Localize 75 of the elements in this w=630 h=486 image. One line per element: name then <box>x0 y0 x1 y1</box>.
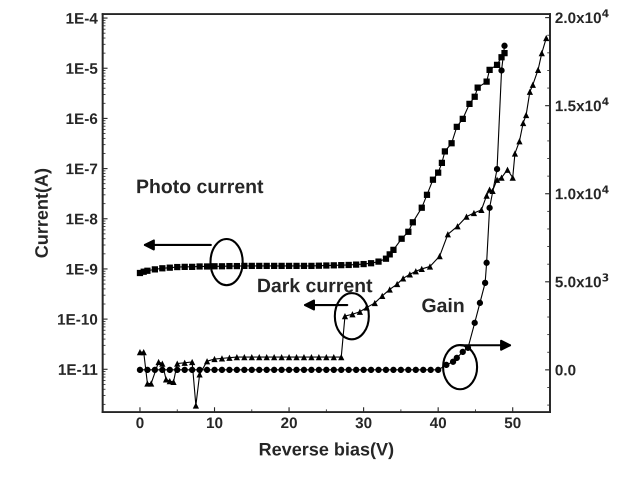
point <box>483 78 490 85</box>
point <box>182 264 188 270</box>
point <box>346 262 352 268</box>
point <box>300 262 308 270</box>
point <box>211 263 218 270</box>
point <box>472 94 478 100</box>
y-tick-label: 1E-8 <box>66 214 98 224</box>
x-axis-title: Reverse bias(V) <box>260 442 394 460</box>
y-tick-label: 1E-9 <box>66 264 98 275</box>
point <box>368 260 374 266</box>
point <box>466 100 473 107</box>
y-tick-label: 1E-6 <box>66 113 98 124</box>
point <box>278 262 285 270</box>
x-tick-label: 40 <box>430 417 446 428</box>
point <box>410 219 416 226</box>
x-tick-label: 30 <box>355 417 372 428</box>
point <box>460 116 466 122</box>
point <box>234 262 240 270</box>
y-tick-label: 1E-4 <box>66 13 98 24</box>
point <box>166 264 173 271</box>
point <box>248 262 255 270</box>
point <box>256 262 262 270</box>
point <box>486 66 493 73</box>
y2-tick-label: 1.5x10$^{4}$ <box>556 97 609 112</box>
y2-tick-label: 0.0 <box>555 364 576 376</box>
point <box>353 261 360 268</box>
y-tick-label: 1E-11 <box>58 364 98 375</box>
y-tick-label: 1E-7 <box>66 164 98 174</box>
point <box>226 262 233 270</box>
point <box>196 263 203 270</box>
x-tick-label: 0 <box>136 417 144 428</box>
point <box>390 246 397 253</box>
point <box>323 262 330 269</box>
point <box>204 263 210 270</box>
y-tick-label: 1E-10 <box>58 314 98 325</box>
point <box>241 262 248 270</box>
point <box>360 260 367 268</box>
x-tick-label: 10 <box>206 417 222 428</box>
x-tick-label: 20 <box>281 417 297 428</box>
point <box>438 160 446 166</box>
annotation: Dark current <box>258 278 372 292</box>
point <box>338 262 344 268</box>
point <box>271 262 278 270</box>
point <box>316 262 322 269</box>
point <box>264 262 270 270</box>
point <box>286 262 292 270</box>
point <box>494 62 500 68</box>
point <box>218 263 226 270</box>
point <box>398 236 405 242</box>
point <box>174 264 180 270</box>
y2-tick-label: 5.0x10$^{3}$ <box>555 273 608 288</box>
point <box>418 204 425 211</box>
point <box>159 265 166 272</box>
point <box>435 170 442 176</box>
point <box>293 262 300 270</box>
annotation: Photo current <box>137 178 264 194</box>
y2-tick-label: 2.0x10$^{4}$ <box>555 9 609 24</box>
point <box>189 264 196 270</box>
point <box>308 262 315 270</box>
y-tick-label: 1E-5 <box>66 63 98 74</box>
point <box>330 262 337 268</box>
annotation: Gain <box>422 298 464 312</box>
x-tick-label: 50 <box>504 417 521 428</box>
point <box>405 228 412 235</box>
point <box>152 266 158 273</box>
point <box>442 148 448 155</box>
point <box>424 192 430 198</box>
point <box>430 176 436 183</box>
point <box>448 140 455 146</box>
point <box>454 124 460 130</box>
point <box>144 268 151 274</box>
y2-tick-label: 1.0x10$^{4}$ <box>556 186 609 200</box>
point <box>375 258 382 265</box>
point <box>474 84 481 91</box>
y-axis-title: Current(A) <box>34 168 52 258</box>
